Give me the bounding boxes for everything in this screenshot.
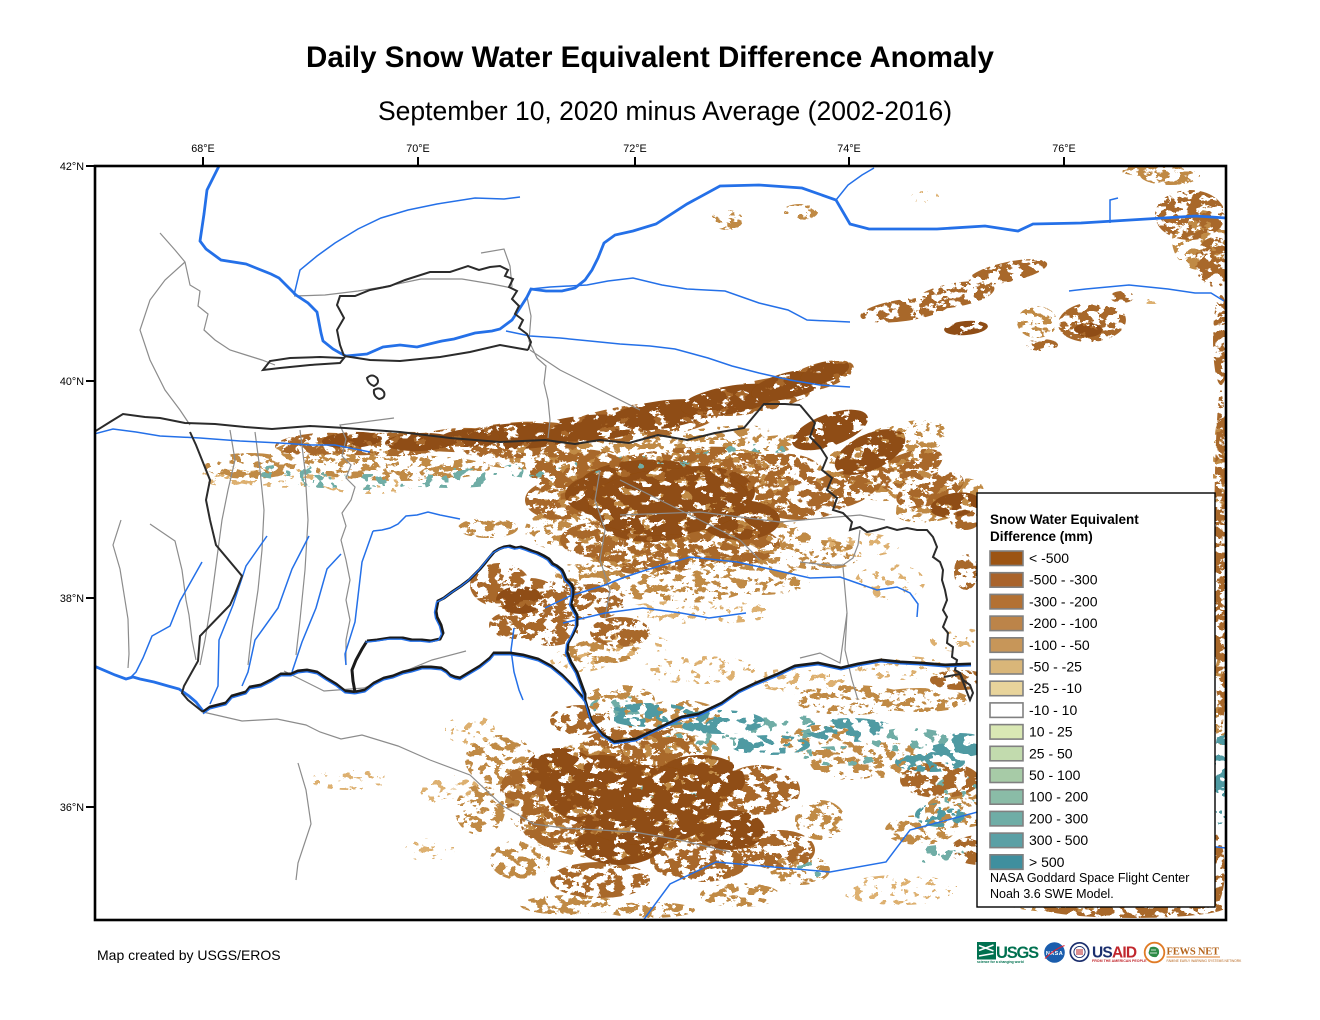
svg-text:10 - 25: 10 - 25: [1029, 724, 1073, 740]
svg-text:Noah 3.6 SWE Model.: Noah 3.6 SWE Model.: [990, 887, 1114, 901]
svg-text:FEWS NET: FEWS NET: [1167, 947, 1220, 958]
svg-text:FROM THE AMERICAN PEOPLE: FROM THE AMERICAN PEOPLE: [1092, 959, 1147, 963]
svg-text:36°N: 36°N: [60, 802, 84, 814]
svg-text:NASA: NASA: [1046, 951, 1063, 957]
svg-text:68°E: 68°E: [191, 143, 215, 155]
svg-text:-50 - -25: -50 - -25: [1029, 659, 1082, 675]
svg-text:25 - 50: 25 - 50: [1029, 745, 1073, 761]
svg-text:40°N: 40°N: [60, 376, 84, 388]
svg-text:-25 - -10: -25 - -10: [1029, 680, 1082, 696]
svg-text:Snow Water Equivalent: Snow Water Equivalent: [990, 512, 1139, 527]
svg-text:science for a changing world: science for a changing world: [977, 960, 1024, 964]
svg-text:< -500: < -500: [1029, 550, 1069, 566]
svg-text:USAID: USAID: [1092, 945, 1137, 962]
svg-text:USGS: USGS: [996, 944, 1039, 962]
svg-text:NASA Goddard Space Flight Cent: NASA Goddard Space Flight Center: [990, 871, 1189, 885]
svg-text:50 - 100: 50 - 100: [1029, 767, 1081, 783]
svg-text:76°E: 76°E: [1052, 143, 1076, 155]
svg-text:72°E: 72°E: [623, 143, 647, 155]
svg-text:70°E: 70°E: [406, 143, 430, 155]
svg-text:38°N: 38°N: [60, 593, 84, 605]
svg-text:-100 - -50: -100 - -50: [1029, 637, 1090, 653]
svg-text:-10 - 10: -10 - 10: [1029, 702, 1077, 718]
svg-text:42°N: 42°N: [60, 161, 84, 173]
svg-text:FAMINE EARLY WARNING SYSTEMS N: FAMINE EARLY WARNING SYSTEMS NETWORK: [1167, 959, 1243, 963]
svg-text:-300 - -200: -300 - -200: [1029, 593, 1098, 609]
svg-text:74°E: 74°E: [837, 143, 861, 155]
svg-text:> 500: > 500: [1029, 854, 1065, 870]
svg-text:100 - 200: 100 - 200: [1029, 789, 1088, 805]
svg-text:Difference (mm): Difference (mm): [990, 529, 1093, 544]
svg-text:200 - 300: 200 - 300: [1029, 810, 1088, 826]
svg-text:-200 - -100: -200 - -100: [1029, 615, 1098, 631]
svg-text:-500 - -300: -500 - -300: [1029, 572, 1098, 588]
svg-text:300 - 500: 300 - 500: [1029, 832, 1088, 848]
